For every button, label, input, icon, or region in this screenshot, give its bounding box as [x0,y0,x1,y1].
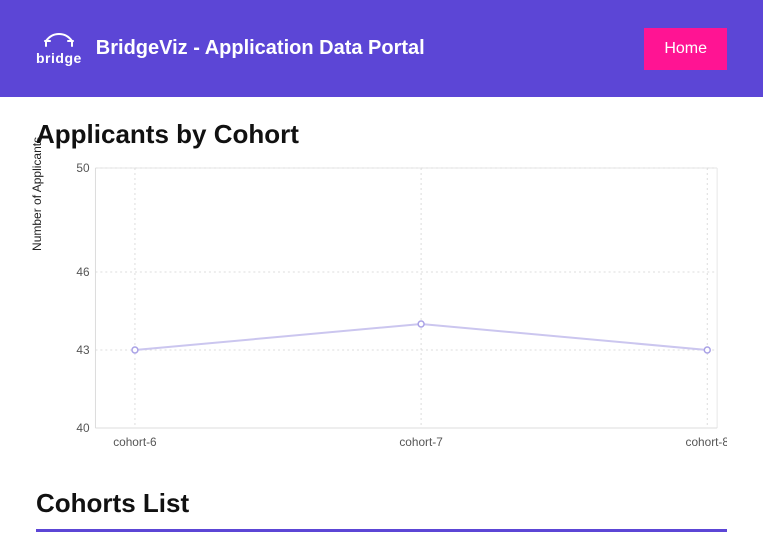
svg-text:cohort-7: cohort-7 [399,435,443,449]
chart-ylabel: Number of Applicants [30,137,44,251]
svg-text:cohort-8: cohort-8 [686,435,727,449]
main-content: Applicants by Cohort Number of Applicant… [0,97,763,532]
cohorts-section-title: Cohorts List [36,488,727,519]
home-button[interactable]: Home [644,28,727,70]
svg-text:46: 46 [76,265,90,279]
cohorts-underline [36,529,727,532]
svg-text:50: 50 [76,161,90,175]
svg-text:cohort-6: cohort-6 [113,435,157,449]
brand-logo: bridge [36,32,82,66]
bridge-icon [44,32,74,48]
brand-block: bridge BridgeViz - Application Data Port… [36,32,425,66]
brand-logo-text: bridge [36,50,82,66]
app-header: bridge BridgeViz - Application Data Port… [0,0,763,97]
svg-text:43: 43 [76,343,90,357]
app-title: BridgeViz - Application Data Portal [96,37,425,60]
chart-section-title: Applicants by Cohort [36,119,727,150]
applicants-chart: Number of Applicants 40434650cohort-6coh… [36,158,727,458]
chart-canvas: 40 43 46 50 cohort-6 cohort-7 cohort-8 [56,158,727,458]
svg-text:40: 40 [76,421,90,435]
